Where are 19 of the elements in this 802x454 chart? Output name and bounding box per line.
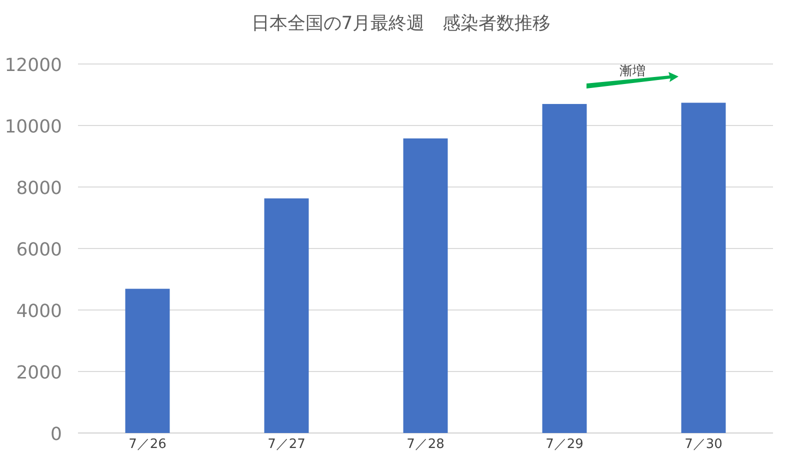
x-tick-label: 7／26 (128, 437, 166, 452)
x-tick-label: 7／27 (268, 437, 306, 452)
bar (264, 198, 309, 433)
chart-title: 日本全国の7月最終週 感染者数推移 (251, 13, 551, 34)
x-tick-label: 7／28 (406, 437, 444, 452)
annotation: 漸増 (620, 63, 646, 79)
bar (542, 104, 587, 433)
bar (681, 102, 726, 433)
y-tick-label: 4000 (16, 301, 62, 322)
bar (125, 288, 170, 433)
y-tick-label: 8000 (16, 178, 62, 199)
y-tick-label: 6000 (16, 240, 62, 260)
x-tick-label: 7／30 (684, 437, 722, 452)
y-tick-label: 2000 (16, 362, 62, 384)
y-tick-label: 0 (50, 424, 62, 445)
y-tick-label: 10000 (4, 116, 62, 138)
x-tick-label: 7／29 (546, 437, 584, 452)
bar (403, 138, 448, 433)
y-tick-label: 12000 (4, 55, 62, 76)
